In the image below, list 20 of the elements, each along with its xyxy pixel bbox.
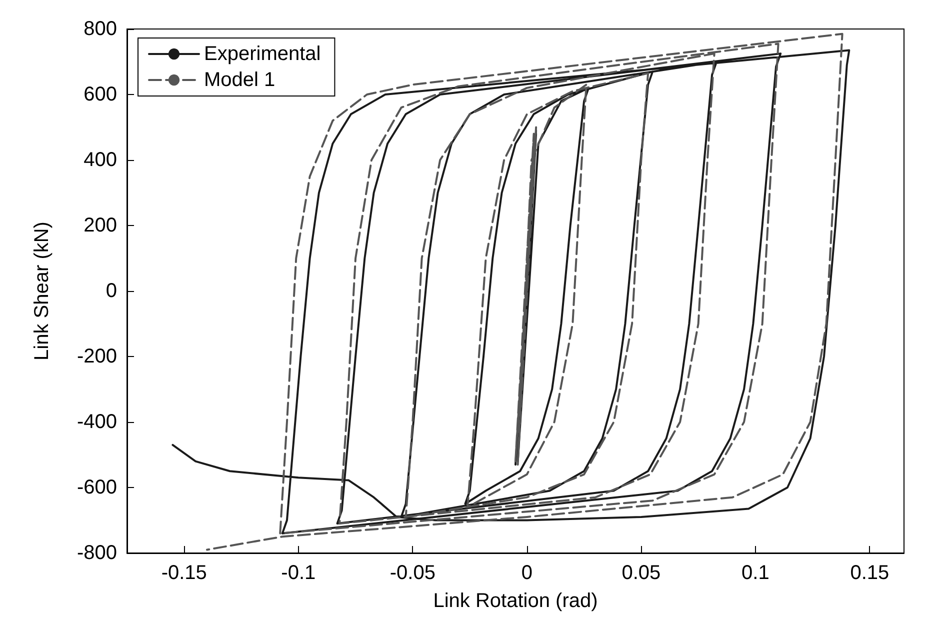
legend-label: Experimental — [204, 43, 321, 65]
legend-label: Model 1 — [204, 69, 276, 91]
y-tick-label: 200 — [84, 214, 117, 236]
y-tick-label: -400 — [76, 411, 117, 433]
y-tick-label: 800 — [84, 18, 117, 40]
x-tick-label: 0.15 — [850, 562, 890, 584]
y-tick-label: 400 — [84, 149, 117, 171]
y-tick-label: -600 — [76, 476, 117, 498]
y-tick-label: 0 — [106, 280, 117, 302]
y-axis-title: Link Shear (kN) — [31, 222, 53, 360]
x-tick-label: -0.05 — [390, 562, 436, 584]
x-tick-label: -0.1 — [281, 562, 316, 584]
y-tick-label: -800 — [76, 542, 117, 564]
x-tick-label: 0 — [521, 562, 532, 584]
x-tick-label: 0.1 — [742, 562, 770, 584]
x-tick-label: 0.05 — [622, 562, 661, 584]
y-tick-label: 600 — [84, 84, 117, 106]
x-tick-label: -0.15 — [161, 562, 207, 584]
y-tick-label: -200 — [76, 346, 117, 368]
x-axis-title: Link Rotation (rad) — [433, 590, 598, 612]
